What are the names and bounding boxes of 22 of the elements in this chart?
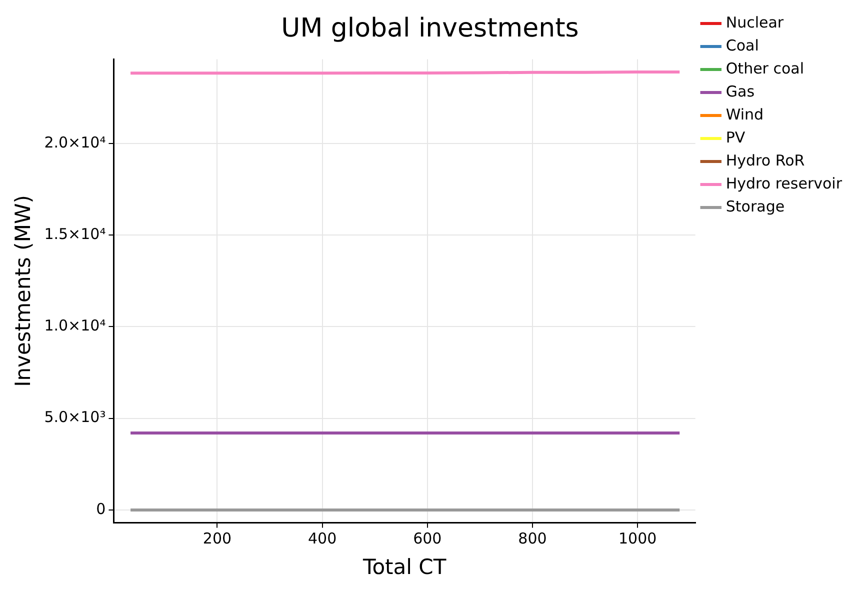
- x-axis-title: Total CT: [362, 554, 446, 579]
- x-tick-label: 400: [308, 530, 337, 548]
- y-tick-label: 2.0×10⁴: [44, 133, 106, 152]
- legend-label: Wind: [726, 105, 764, 124]
- legend-label: Hydro reservoir: [726, 174, 843, 192]
- chart-title: UM global investments: [281, 13, 579, 44]
- y-tick-label: 0: [96, 500, 106, 518]
- y-axis-title: Investments (MW): [11, 195, 36, 387]
- x-tick-label: 800: [518, 530, 547, 548]
- x-tick-label: 1000: [618, 530, 657, 548]
- legend-label: Storage: [726, 197, 785, 216]
- x-tick-label: 200: [202, 530, 232, 548]
- legend-label: Gas: [726, 82, 755, 100]
- y-tick-label: 1.5×10⁴: [44, 225, 106, 243]
- legend-label: Nuclear: [726, 13, 784, 32]
- legend-label: Hydro RoR: [726, 151, 805, 170]
- y-tick-label: 5.0×10³: [44, 408, 106, 426]
- legend-label: Other coal: [726, 59, 804, 78]
- y-tick-label: 1.0×10⁴: [44, 316, 106, 335]
- legend-label: PV: [726, 128, 746, 146]
- x-tick-label: 600: [413, 530, 442, 548]
- legend-label: Coal: [726, 36, 759, 54]
